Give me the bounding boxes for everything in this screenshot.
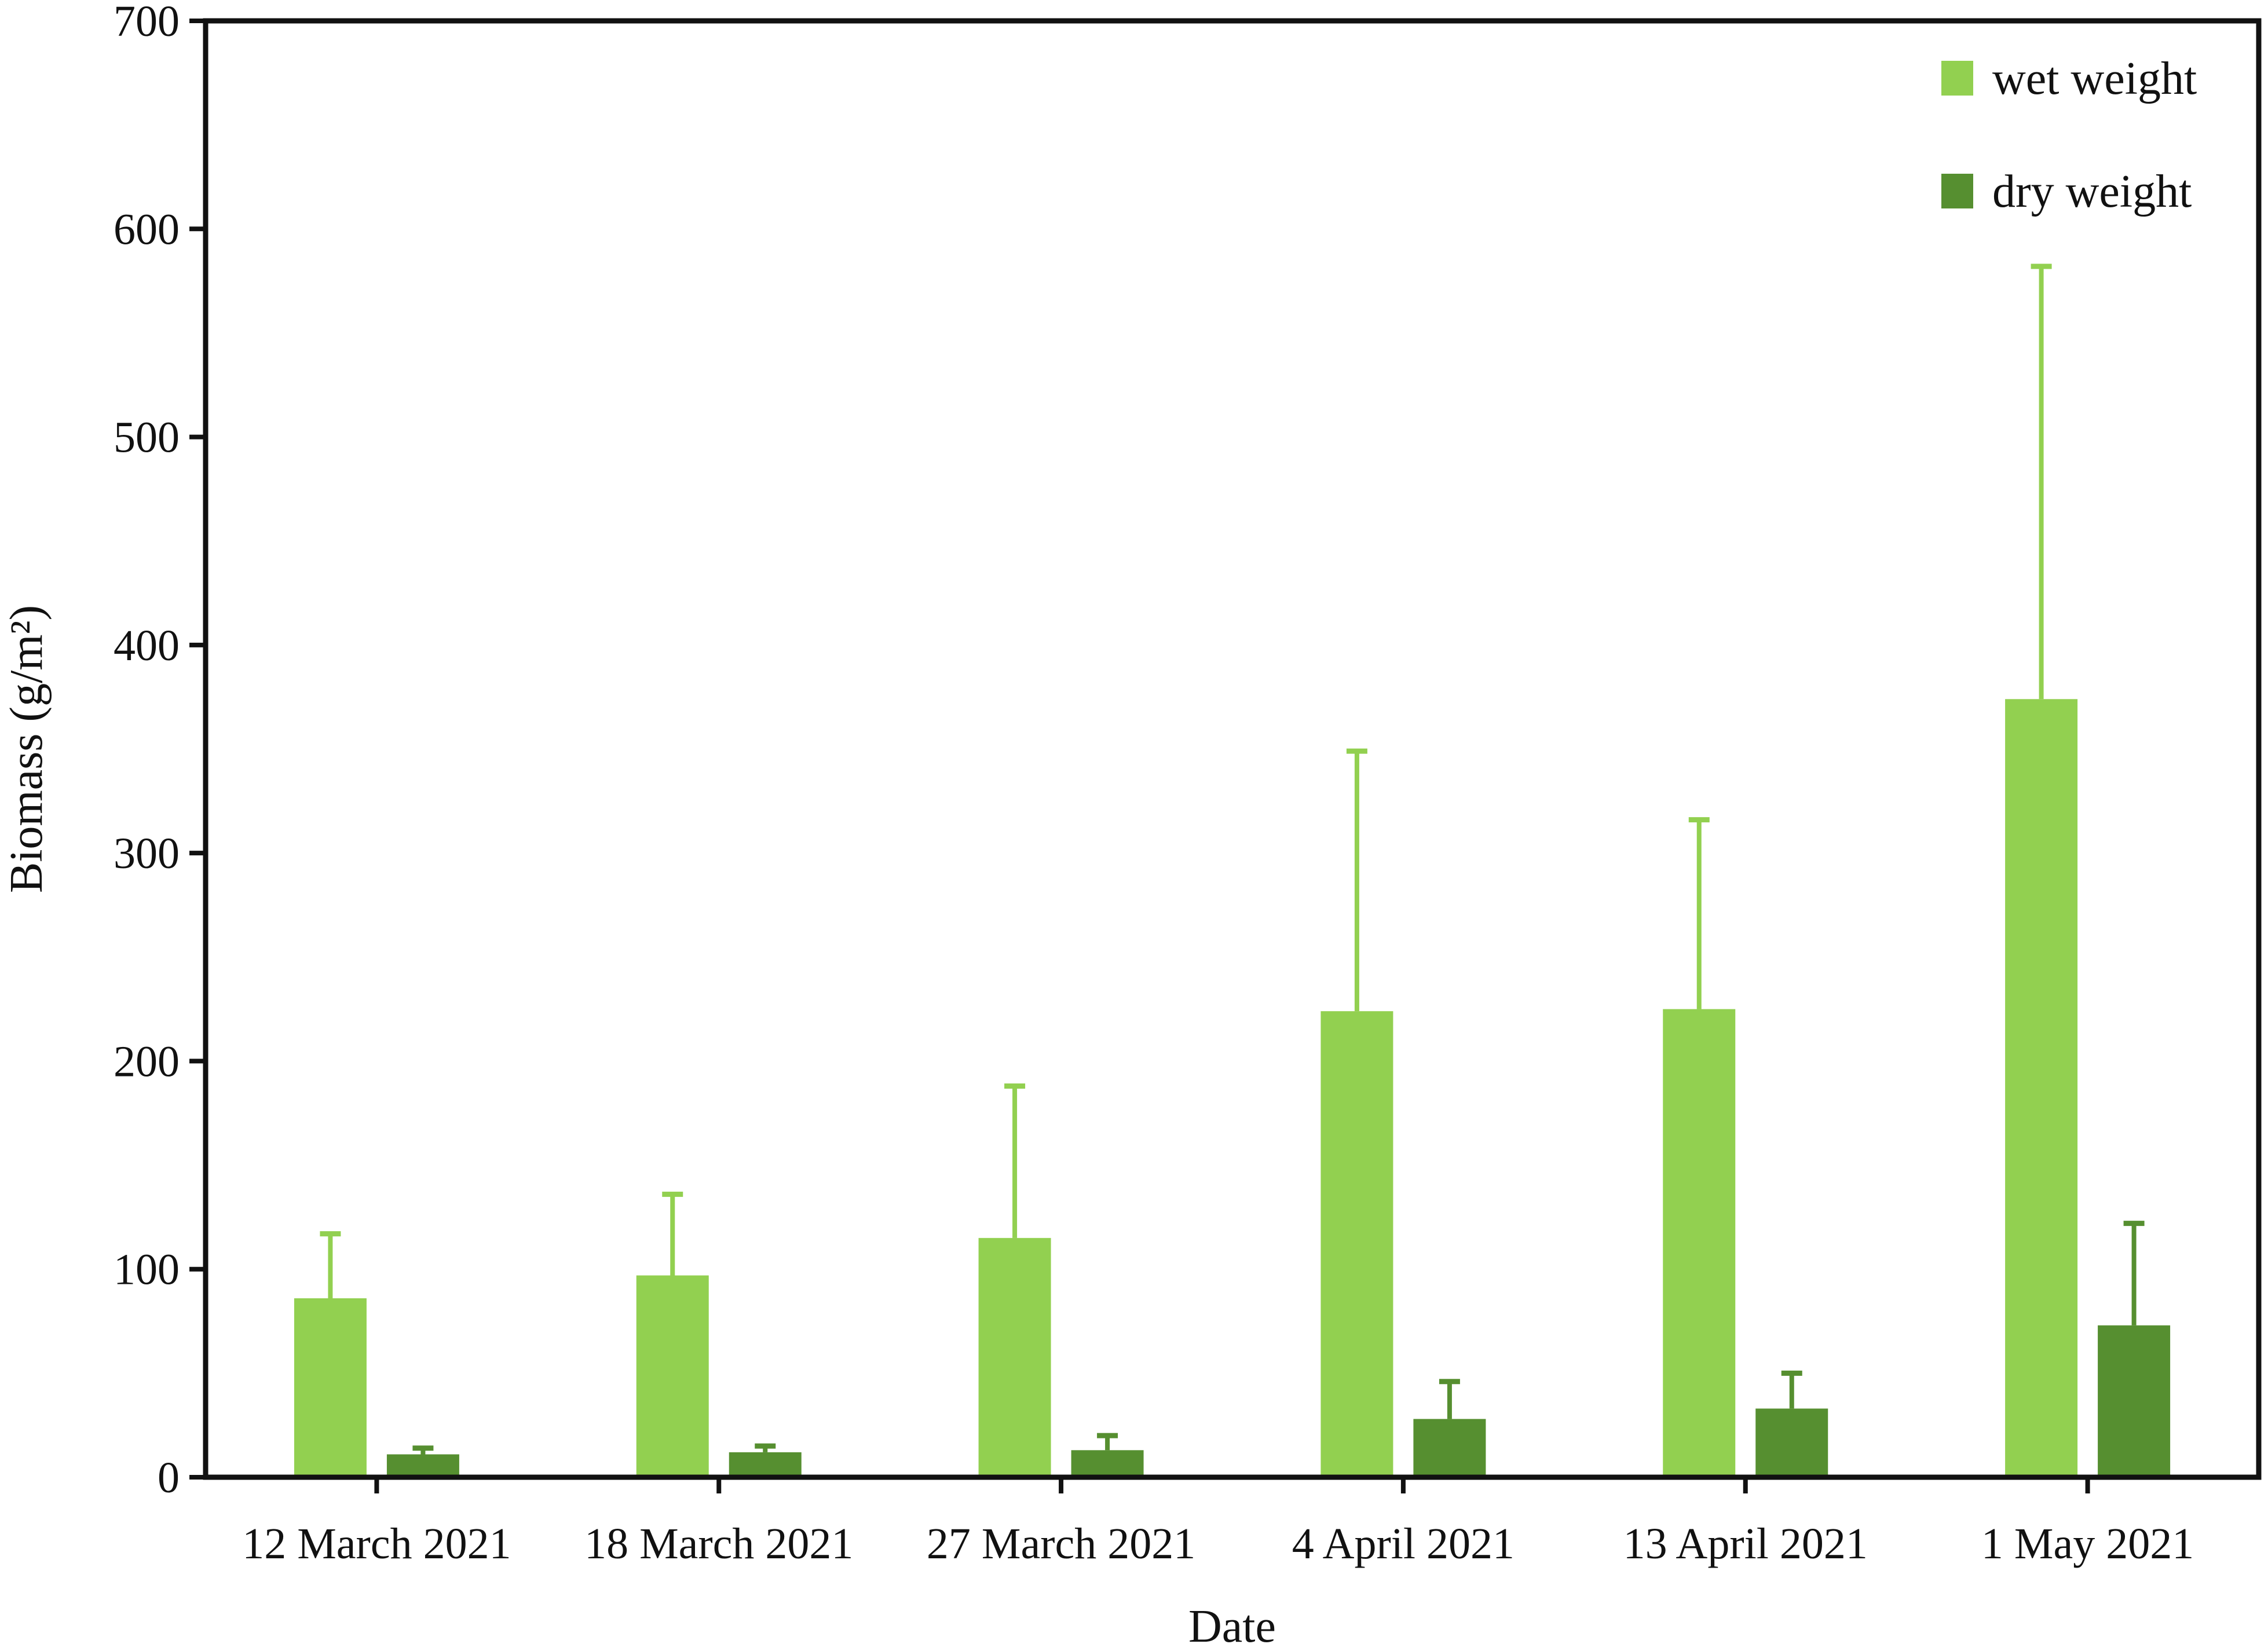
- y-tick-label: 600: [114, 205, 180, 254]
- x-tick-label: 4 April 2021: [1292, 1519, 1515, 1568]
- error-bars-layer: [320, 263, 2145, 1455]
- legend-label-dry-weight: dry weight: [1992, 166, 2192, 217]
- y-axis-title: Biomass (g/m²): [1, 605, 52, 893]
- bar-wet-weight: [636, 1275, 709, 1477]
- bar-dry-weight: [386, 1454, 459, 1477]
- x-tick-label: 12 March 2021: [242, 1519, 511, 1568]
- y-tick-label: 500: [114, 413, 180, 462]
- x-tick-label: 18 March 2021: [584, 1519, 853, 1568]
- bar-dry-weight: [1755, 1408, 1828, 1477]
- y-tick-label: 400: [114, 621, 180, 670]
- x-axis-title: Date: [1188, 1601, 1276, 1644]
- x-tick-label: 1 May 2021: [1981, 1519, 2194, 1568]
- x-tick-label: 27 March 2021: [927, 1519, 1195, 1568]
- bar-wet-weight: [1320, 1011, 1393, 1477]
- bar-wet-weight: [2005, 699, 2078, 1477]
- y-tick-label: 0: [158, 1453, 180, 1502]
- y-axis-ticks: 0 100 200 300 400 500 600 700: [114, 0, 206, 1502]
- legend-label-wet-weight: wet weight: [1992, 53, 2197, 104]
- bars-layer: [294, 699, 2171, 1477]
- bar-dry-weight: [2098, 1325, 2171, 1477]
- legend-swatch-dry-weight: [1941, 174, 1973, 208]
- y-tick-label: 200: [114, 1037, 180, 1086]
- bar-wet-weight: [294, 1298, 367, 1477]
- bar-dry-weight: [729, 1452, 802, 1477]
- bar-wet-weight: [978, 1237, 1051, 1477]
- y-tick-label: 100: [114, 1246, 180, 1294]
- y-tick-label: 300: [114, 829, 180, 878]
- bar-wet-weight: [1663, 1009, 1736, 1477]
- legend-swatch-wet-weight: [1941, 61, 1973, 96]
- x-tick-label: 13 April 2021: [1623, 1519, 1868, 1568]
- bar-dry-weight: [1071, 1450, 1144, 1477]
- bar-dry-weight: [1413, 1419, 1486, 1477]
- legend: wet weight dry weight: [1941, 53, 2197, 217]
- y-tick-label: 700: [114, 0, 180, 46]
- x-axis-ticks: 12 March 2021 18 March 2021 27 March 2021 4…: [242, 1477, 2194, 1568]
- plot-frame: [203, 18, 2262, 1480]
